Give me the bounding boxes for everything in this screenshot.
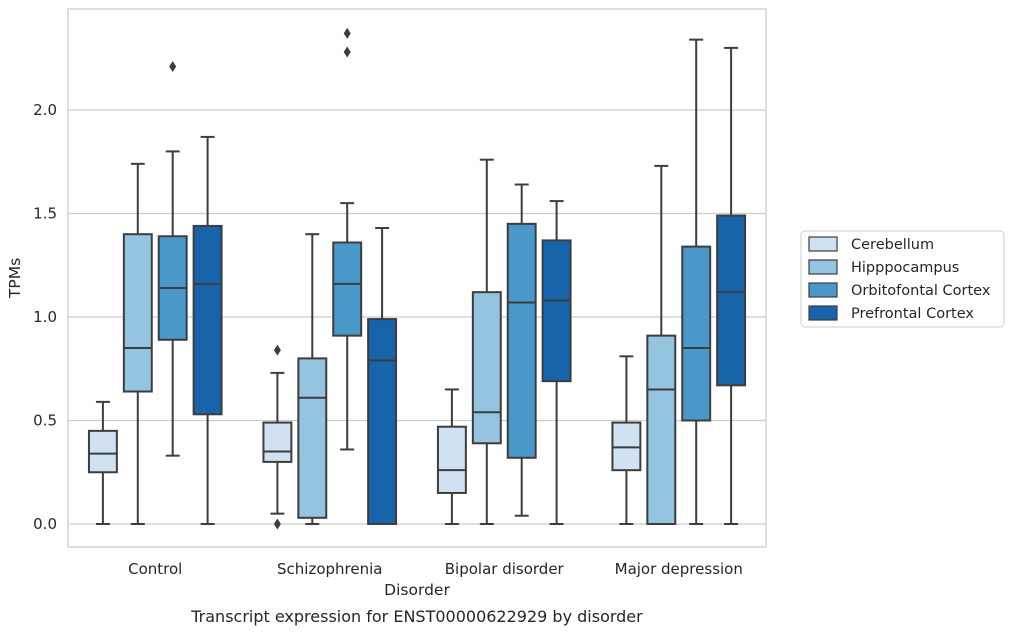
box-body [541,239,572,383]
x-tick-label: Schizophrenia [277,560,382,578]
outlier-point [343,27,351,39]
box-orbitofontal-cortex-schizophrenia [332,27,363,451]
box-body [611,421,642,472]
y-tick-label: 0.5 [33,412,57,430]
outlier-point [273,518,281,530]
box-orbitofontal-cortex-major-depression [681,38,712,525]
box-body [436,425,467,494]
legend-swatch [808,236,838,252]
x-tick-label: Bipolar disorder [445,560,565,578]
box-cerebellum-bipolar-disorder [436,388,467,525]
legend-swatch [808,282,838,298]
box-body [192,224,223,416]
x-axis-ticks: Control Schizophrenia Bipolar disorder Majo… [128,560,743,578]
box-hipppocampus-control [122,162,153,525]
y-tick-label: 1.5 [33,205,57,223]
legend-swatch [808,305,838,321]
legend-label: Orbitofontal Cortex [851,283,991,299]
box-orbitofontal-cortex-bipolar-disorder [506,183,537,517]
legend-frame [800,230,1005,328]
box-body [716,214,747,387]
y-axis-ticks: 0.0 0.5 1.0 1.5 2.0 [33,101,57,533]
legend-label: Prefrontal Cortex [851,306,974,322]
chart-caption: Transcript expression for ENST0000062292… [190,607,643,626]
box-prefrontal-cortex-bipolar-disorder [541,200,572,525]
box-prefrontal-cortex-schizophrenia [367,226,398,525]
box-body [332,241,363,337]
x-tick-label: Control [128,560,182,578]
box-body [122,233,153,393]
box-prefrontal-cortex-major-depression [716,46,747,525]
box-body [87,429,118,474]
box-body [367,318,398,525]
legend-swatch [808,259,838,275]
box-body [262,421,293,463]
box-body [506,222,537,459]
box-cerebellum-control [87,400,118,525]
legend-label: Hipppocampus [851,260,959,276]
box-series [87,27,747,530]
y-tick-label: 0.0 [33,515,57,533]
y-tick-label: 1.0 [33,308,57,326]
x-tick-label: Major depression [615,560,743,578]
box-orbitofontal-cortex-control [157,61,188,457]
box-hipppocampus-schizophrenia [297,233,328,525]
outlier-point [273,344,281,356]
box-hipppocampus-bipolar-disorder [471,158,502,525]
x-axis-label: Disorder [384,581,450,599]
outlier-point [343,46,351,58]
y-axis-label: TPMs [6,258,24,299]
box-body [646,334,677,525]
box-body [297,357,328,519]
legend: Cerebellum Hipppocampus Orbitofontal Corte… [800,230,1005,328]
outlier-point [169,61,177,73]
box-cerebellum-schizophrenia [262,344,293,530]
box-hipppocampus-major-depression [646,164,677,525]
box-prefrontal-cortex-control [192,135,223,525]
box-body [681,245,712,422]
y-tick-label: 2.0 [33,101,57,119]
box-body [471,291,502,445]
box-cerebellum-major-depression [611,355,642,525]
legend-label: Cerebellum [851,237,934,253]
